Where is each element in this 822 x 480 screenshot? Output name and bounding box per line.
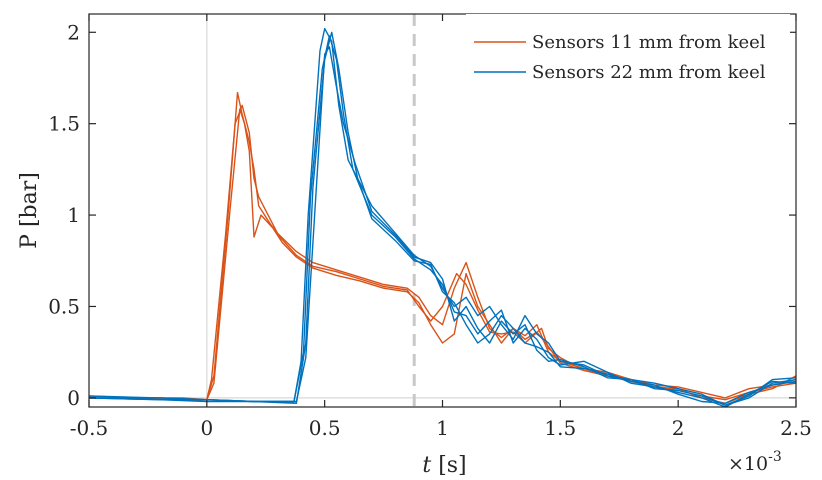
x-tick-label: 1.5 xyxy=(544,416,576,440)
x-tick-label: -0.5 xyxy=(70,416,109,440)
x-axis-label: t [s] xyxy=(422,453,466,478)
legend-label-series-1: Sensors 22 mm from keel xyxy=(532,62,766,83)
y-tick-label: 2 xyxy=(67,20,80,44)
series-1-run-3-line xyxy=(88,46,797,406)
x-axis-label-var: t xyxy=(422,453,431,478)
x-tick-label: 1 xyxy=(436,416,449,440)
x-tick-label: 0 xyxy=(200,416,213,440)
y-tick-label: 0.5 xyxy=(48,294,80,318)
x-tick-label: 0.5 xyxy=(309,416,341,440)
series-1-run-2-line xyxy=(89,31,797,404)
series-0-run-1-line xyxy=(88,91,797,401)
y-tick-label: 0 xyxy=(67,386,80,410)
series-1-run-1-line xyxy=(88,35,797,408)
x-axis-multiplier-exponent: -3 xyxy=(768,449,782,465)
x-axis-multiplier: ×10-3 xyxy=(728,449,782,475)
x-axis-label-unit: [s] xyxy=(438,453,466,478)
y-tick-label: 1.5 xyxy=(48,112,80,136)
series-layer xyxy=(88,27,797,408)
x-axis-multiplier-base: ×10 xyxy=(728,453,768,475)
x-tick-label: 2 xyxy=(672,416,685,440)
x-axis-label-spacer xyxy=(431,453,438,478)
series-0-run-2-line xyxy=(89,108,797,404)
y-tick-label: 1 xyxy=(67,203,80,227)
series-1-run-0-line xyxy=(88,27,797,406)
series-0-run-0-line xyxy=(89,104,797,401)
legend-label-series-0: Sensors 11 mm from keel xyxy=(532,32,766,53)
legend-box xyxy=(466,14,790,90)
legend: Sensors 11 mm from keel Sensors 22 mm fr… xyxy=(466,14,790,90)
y-axis-label: P [bar] xyxy=(17,172,42,249)
x-tick-label: 2.5 xyxy=(780,416,812,440)
tick-layer: -0.5 0 0.5 1 1.5 2 2.5 0 0.5 1 1.5 2 xyxy=(48,14,812,440)
